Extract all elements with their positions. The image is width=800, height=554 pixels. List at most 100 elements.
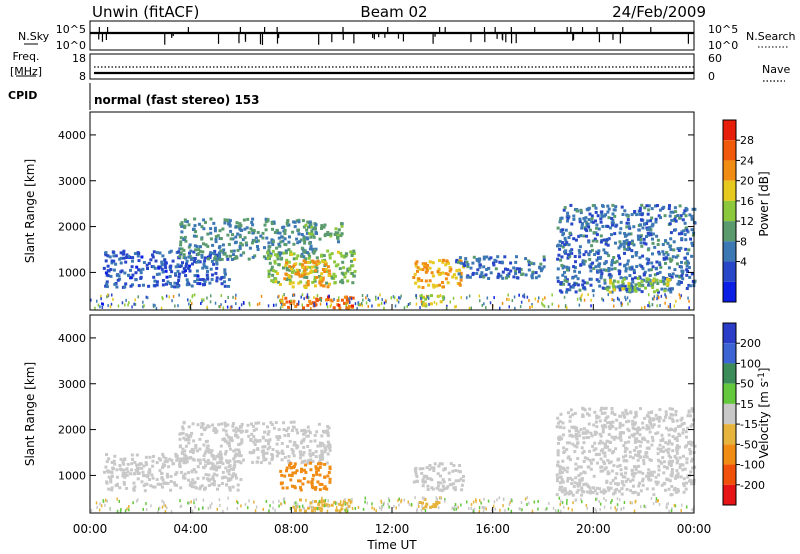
power-cell bbox=[139, 276, 143, 280]
velocity-ground-scatter bbox=[150, 504, 152, 508]
power-cell bbox=[482, 255, 486, 259]
power-cell bbox=[479, 273, 483, 277]
power-cell bbox=[438, 273, 442, 277]
velocity-cell bbox=[621, 475, 625, 479]
velocity-cell bbox=[561, 480, 565, 484]
velocity-cell bbox=[608, 448, 612, 452]
power-ground-scatter bbox=[669, 305, 671, 308]
velocity-cell bbox=[633, 471, 637, 475]
velocity-cell bbox=[566, 456, 570, 460]
velocity-cell bbox=[595, 425, 599, 429]
power-cell bbox=[625, 225, 629, 229]
velocity-cell bbox=[601, 441, 605, 445]
velocity-cell bbox=[599, 469, 603, 473]
power-cell bbox=[187, 245, 191, 249]
power-ground-scatter bbox=[687, 296, 689, 300]
velocity-ground-scatter bbox=[119, 509, 122, 513]
power-cell bbox=[227, 242, 231, 246]
power-cell bbox=[308, 241, 312, 245]
power-cell bbox=[581, 279, 585, 283]
power-cell bbox=[213, 229, 217, 233]
power-cell bbox=[421, 300, 425, 304]
velocity-cell bbox=[662, 419, 666, 423]
power-cell bbox=[125, 253, 129, 257]
velocity-cell bbox=[556, 476, 559, 480]
velocity-cell bbox=[146, 473, 150, 477]
velocity-cell bbox=[185, 433, 189, 437]
power-cell bbox=[605, 251, 609, 255]
power-cell bbox=[655, 266, 658, 270]
power-cell bbox=[604, 268, 608, 272]
power-ground-scatter bbox=[133, 302, 135, 306]
power-cell bbox=[641, 267, 645, 271]
power-ground-scatter bbox=[111, 293, 113, 297]
power-ground-scatter bbox=[579, 296, 581, 300]
velocity-cell bbox=[627, 440, 631, 444]
velocity-cell bbox=[588, 449, 592, 453]
power-cell bbox=[647, 204, 651, 208]
power-cell bbox=[668, 273, 671, 277]
power-cell bbox=[678, 275, 682, 279]
power-cell bbox=[202, 218, 206, 222]
velocity-cell bbox=[138, 463, 141, 467]
power-ground-scatter bbox=[403, 306, 406, 310]
velocity-colorbar-segment bbox=[723, 323, 736, 344]
velocity-cell bbox=[262, 458, 266, 462]
power-cell bbox=[211, 273, 214, 277]
power-cell bbox=[640, 283, 644, 287]
velocity-ground-scatter bbox=[278, 504, 280, 508]
velocity-cell bbox=[615, 472, 619, 476]
velocity-cell bbox=[667, 439, 671, 443]
power-cell bbox=[599, 220, 603, 224]
velocity-cell bbox=[664, 448, 668, 452]
power-cell bbox=[312, 261, 316, 265]
power-ground-scatter bbox=[620, 304, 623, 307]
velocity-cell bbox=[576, 441, 580, 445]
velocity-cell bbox=[144, 455, 148, 459]
power-cell bbox=[278, 253, 282, 257]
velocity-ground-scatter bbox=[166, 506, 168, 510]
power-ground-scatter bbox=[226, 305, 229, 309]
velocity-cell bbox=[620, 481, 624, 485]
power-ground-scatter bbox=[377, 296, 379, 300]
xtick-label: 04:00 bbox=[173, 522, 208, 536]
velocity-cell bbox=[582, 407, 586, 411]
velocity-ground-scatter bbox=[314, 509, 316, 513]
velocity-cell bbox=[418, 501, 422, 504]
velocity-cell bbox=[301, 453, 305, 457]
power-ground-scatter bbox=[293, 293, 296, 297]
velocity-cell bbox=[223, 421, 227, 425]
xtick-label: 20:00 bbox=[576, 522, 611, 536]
velocity-cell bbox=[667, 447, 671, 451]
velocity-cell bbox=[630, 433, 634, 437]
velocity-cell bbox=[196, 465, 200, 469]
velocity-ground-scatter bbox=[571, 508, 573, 512]
power-cell bbox=[287, 248, 291, 252]
velocity-cell bbox=[576, 457, 580, 460]
power-ground-scatter bbox=[191, 301, 193, 305]
velocity-cell bbox=[295, 469, 299, 473]
velocity-ground-scatter bbox=[483, 497, 485, 501]
power-colorbar-segment bbox=[723, 140, 736, 161]
velocity-ground-scatter bbox=[531, 509, 534, 513]
power-ground-scatter bbox=[468, 306, 471, 310]
power-ground-scatter bbox=[518, 293, 520, 297]
power-cell bbox=[223, 218, 227, 222]
power-cell bbox=[322, 254, 326, 258]
power-cell bbox=[666, 241, 670, 245]
power-cell bbox=[414, 262, 418, 265]
power-cell bbox=[193, 257, 197, 260]
power-cell bbox=[611, 281, 615, 285]
velocity-cell bbox=[230, 439, 234, 443]
power-cell bbox=[345, 306, 349, 310]
velocity-cell bbox=[183, 453, 187, 457]
velocity-cell bbox=[213, 457, 217, 461]
power-cell bbox=[332, 272, 336, 276]
power-cell bbox=[115, 285, 119, 289]
power-cell bbox=[616, 285, 620, 289]
power-cell bbox=[556, 276, 560, 280]
power-ground-scatter bbox=[152, 303, 155, 307]
power-ground-scatter bbox=[121, 301, 124, 305]
power-cell bbox=[253, 254, 257, 258]
power-ground-scatter bbox=[592, 293, 595, 297]
